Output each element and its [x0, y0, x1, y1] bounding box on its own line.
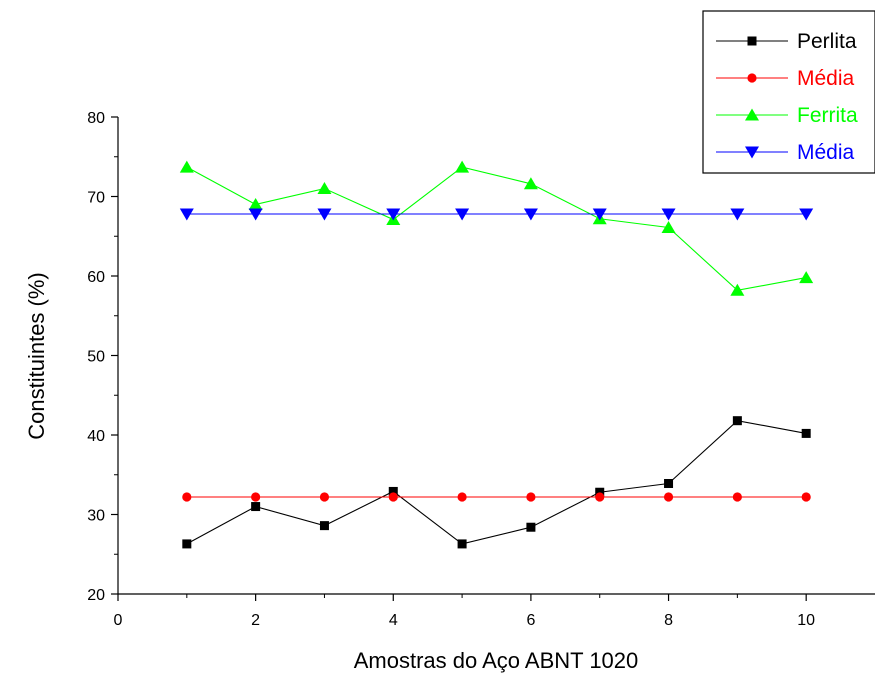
- data-point: [251, 502, 261, 512]
- data-point: [664, 478, 674, 488]
- y-tick-label: 60: [87, 269, 105, 286]
- x-tick-label: 0: [114, 612, 123, 629]
- data-point: [182, 539, 192, 549]
- data-point: [457, 492, 467, 502]
- legend-label: Média: [797, 141, 855, 164]
- legend-marker: [745, 108, 759, 121]
- y-tick-label: 50: [87, 349, 105, 366]
- data-point: [799, 208, 814, 221]
- data-point: [248, 197, 263, 210]
- series-m-dia-1: [182, 492, 811, 502]
- data-point: [595, 487, 605, 497]
- y-tick-label: 70: [87, 190, 105, 207]
- y-tick-label: 40: [87, 428, 105, 445]
- data-point: [388, 492, 398, 502]
- legend-marker: [745, 146, 759, 159]
- data-point: [801, 428, 811, 438]
- legend-item: Perlita: [716, 30, 857, 53]
- data-point: [317, 182, 332, 195]
- y-tick-label: 80: [87, 110, 105, 127]
- legend-label: Perlita: [797, 30, 857, 53]
- data-point: [386, 208, 401, 221]
- data-point: [661, 208, 676, 221]
- data-point: [732, 492, 742, 502]
- data-point: [317, 208, 332, 221]
- legend-label: Média: [797, 67, 855, 90]
- data-point: [319, 521, 329, 531]
- data-point: [730, 208, 745, 221]
- data-point: [319, 492, 330, 502]
- y-tick-label: 20: [87, 587, 105, 604]
- series-perlita-0: [182, 416, 811, 549]
- series-ferrita-2: [179, 160, 814, 296]
- legend-box: [702, 10, 875, 174]
- x-tick-label: 6: [526, 612, 535, 629]
- series-layer: [179, 160, 814, 549]
- data-point: [799, 271, 814, 284]
- data-point: [730, 283, 745, 296]
- y-tick-label: 30: [87, 508, 105, 525]
- data-point: [523, 208, 538, 221]
- data-point: [388, 486, 398, 496]
- legend-item: Ferrita: [716, 104, 858, 127]
- data-point: [179, 160, 194, 173]
- data-point: [248, 208, 263, 221]
- legend-label: Ferrita: [797, 104, 858, 127]
- x-tick-label: 10: [797, 612, 815, 629]
- data-point: [182, 492, 192, 502]
- data-point: [455, 160, 470, 173]
- data-point: [592, 208, 607, 221]
- x-tick-label: 2: [251, 612, 260, 629]
- series-line: [186, 420, 807, 545]
- data-point: [457, 539, 467, 549]
- data-point: [595, 492, 605, 502]
- legend-item: Média: [716, 67, 855, 90]
- x-tick-label: 4: [389, 612, 398, 629]
- data-point: [526, 522, 536, 532]
- y-axis-title: Constituintes (%): [24, 272, 49, 440]
- x-axis: 0 2 4 6 8 10: [114, 593, 875, 629]
- y-axis: 20 30 40 50 60 70 80: [87, 110, 119, 604]
- data-point: [179, 208, 194, 221]
- data-point: [523, 177, 538, 190]
- data-point: [526, 492, 536, 502]
- legend-marker: [747, 73, 757, 83]
- data-point: [661, 221, 676, 234]
- legend-item: Média: [716, 141, 855, 164]
- data-point: [251, 492, 261, 502]
- data-point: [801, 492, 811, 502]
- data-point: [455, 208, 470, 221]
- legend-marker: [747, 36, 757, 46]
- series-m-dia-3: [179, 208, 814, 221]
- x-axis-title: Amostras do Aço ABNT 1020: [354, 648, 639, 673]
- x-tick-label: 8: [664, 612, 673, 629]
- series-line: [186, 166, 807, 291]
- legend: Perlita Média Ferrita Média: [702, 10, 875, 174]
- data-point: [732, 416, 742, 426]
- data-point: [663, 492, 674, 502]
